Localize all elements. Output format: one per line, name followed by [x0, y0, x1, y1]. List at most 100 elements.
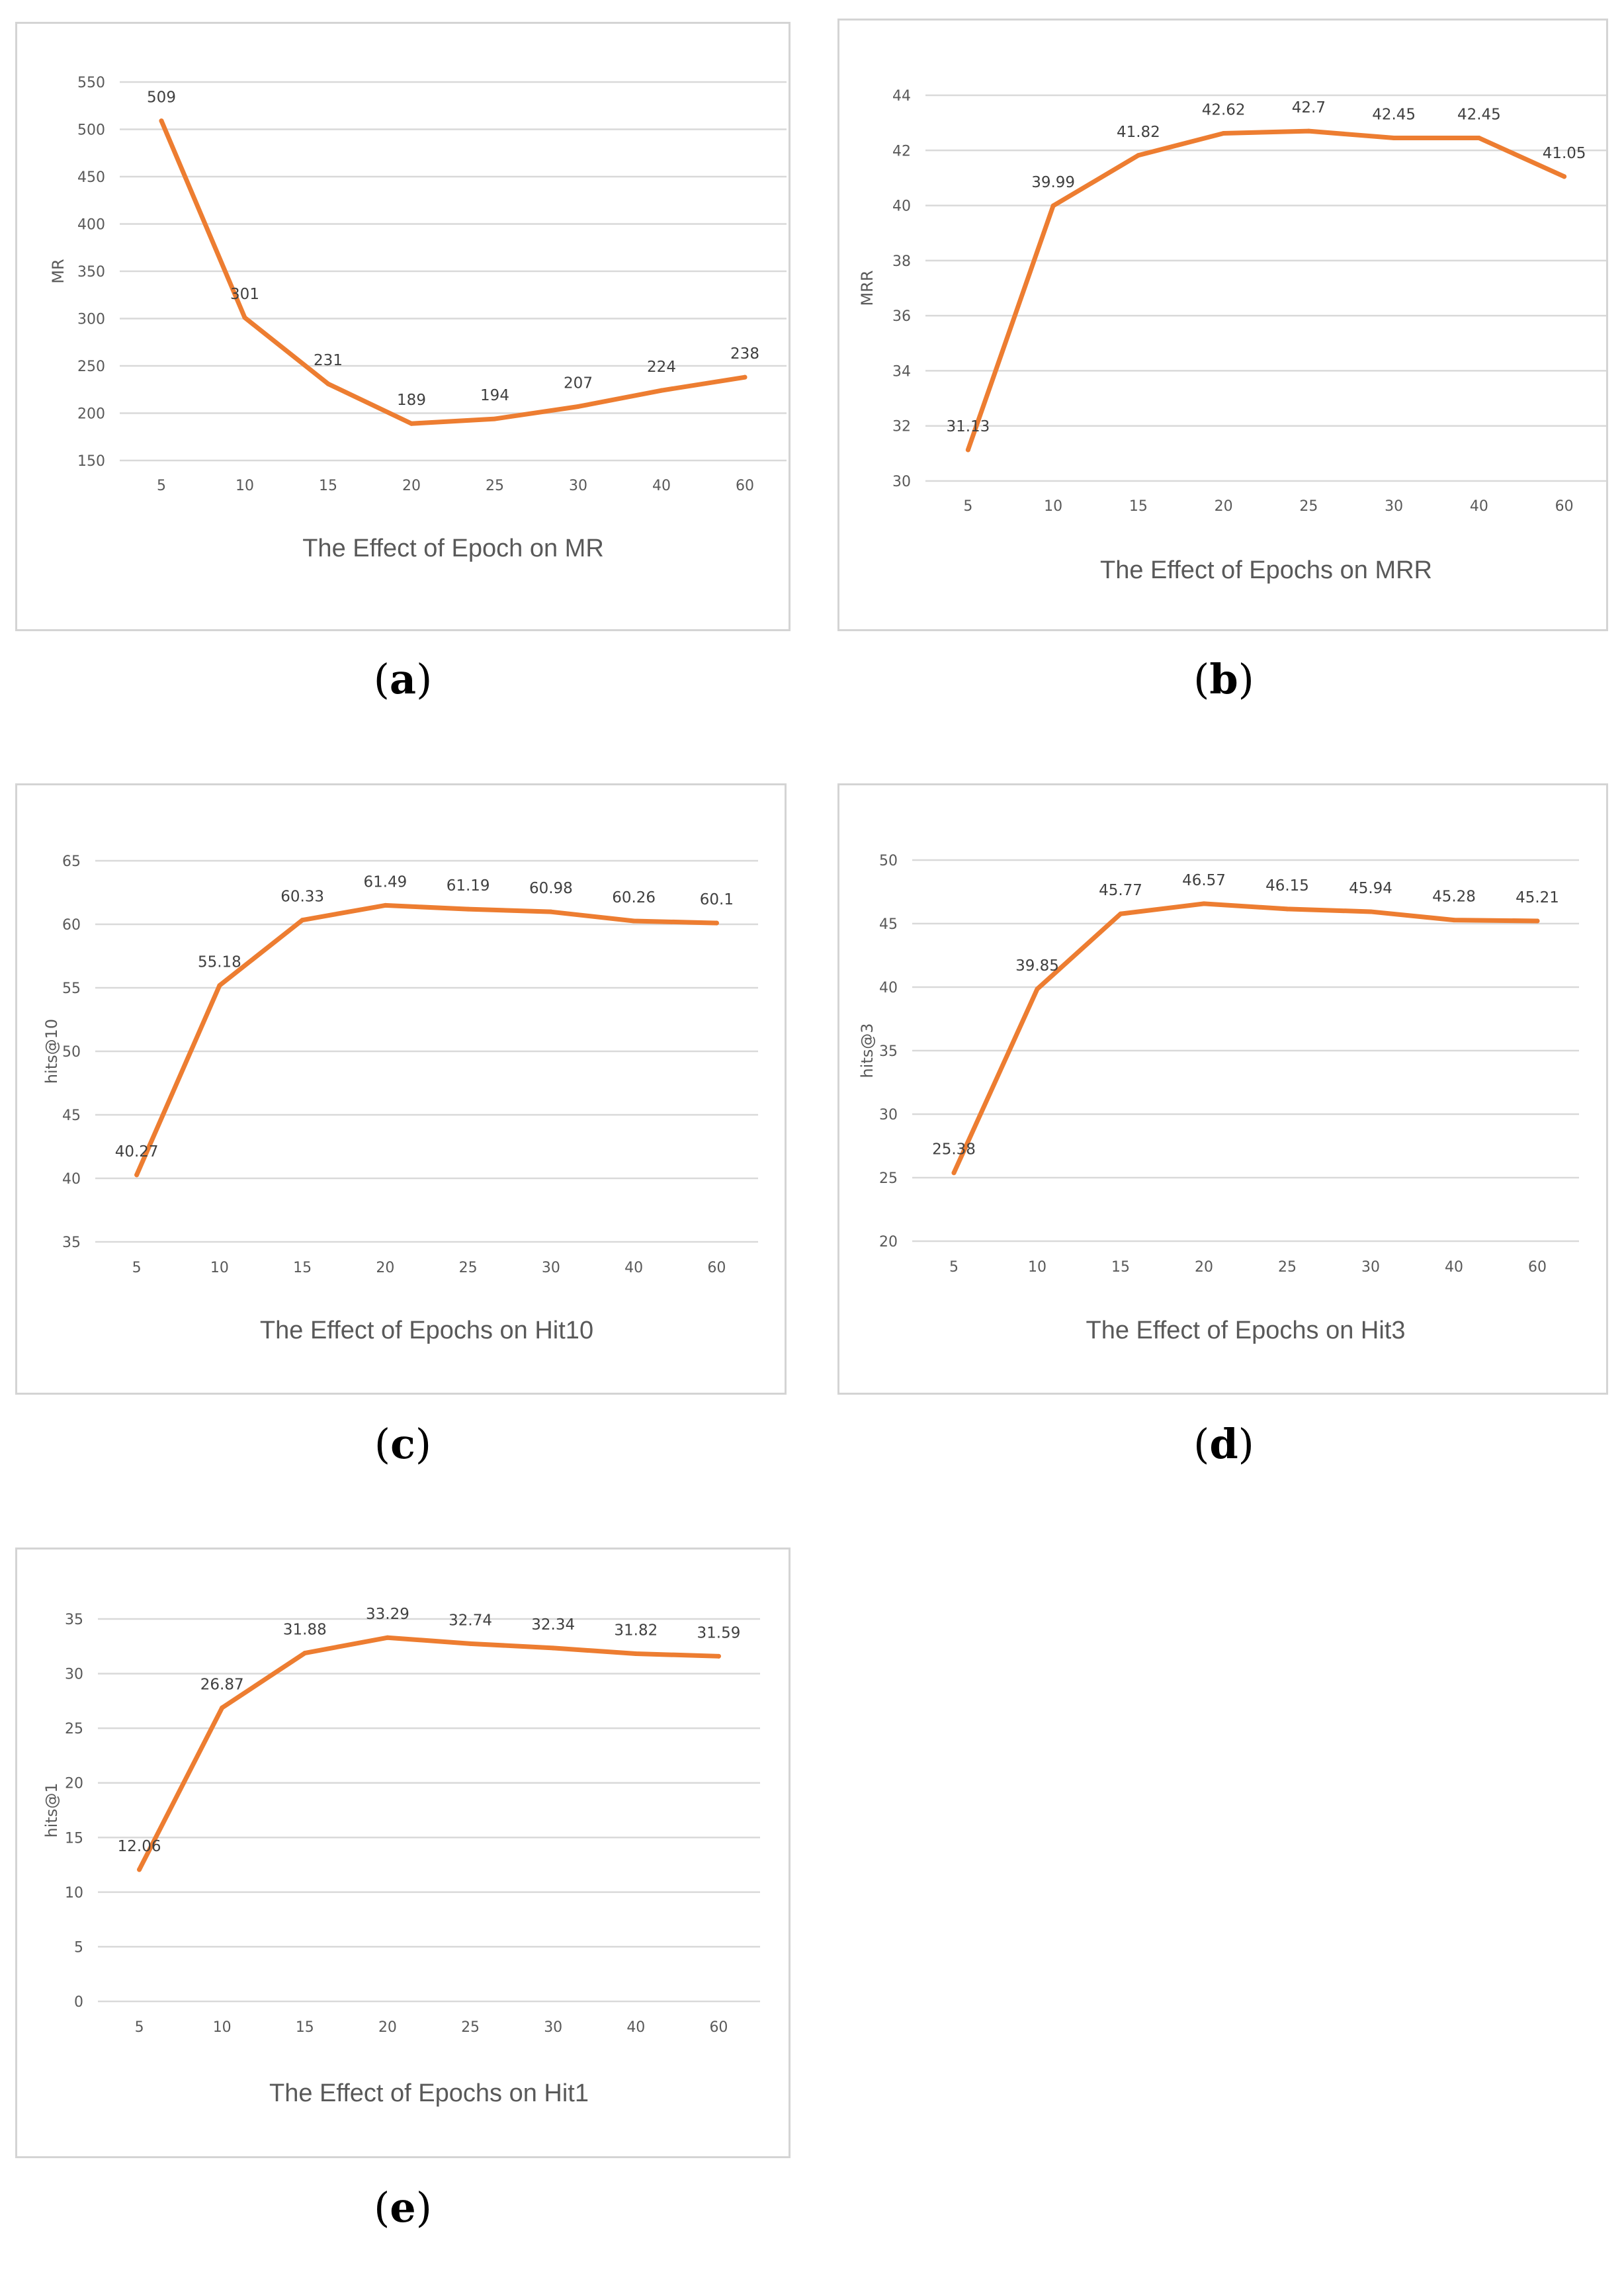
- data-label: 45.28: [1432, 889, 1476, 906]
- y-tick-label: 40: [879, 980, 898, 996]
- y-tick-label: 150: [77, 453, 105, 470]
- caption-a: (a): [373, 655, 433, 703]
- data-point: [633, 1651, 638, 1657]
- y-tick-label: 450: [77, 169, 105, 186]
- caption-letter-e: e: [390, 2183, 416, 2232]
- data-point: [550, 1645, 556, 1651]
- y-axis-label: MR: [49, 259, 67, 283]
- data-label: 194: [480, 387, 509, 404]
- x-tick-label: 40: [652, 478, 671, 494]
- data-label: 61.49: [363, 873, 407, 891]
- caption-d: (d): [1193, 1420, 1254, 1468]
- data-point: [1285, 906, 1290, 912]
- data-point: [716, 1653, 721, 1659]
- data-point: [659, 388, 664, 393]
- x-tick-label: 15: [293, 1260, 312, 1276]
- y-tick-label: 45: [879, 916, 898, 933]
- data-point: [382, 902, 388, 908]
- chart-panel-d: 20 25 30 35 40 45 50 5 10 15 20 25 30 40 60 hits@3 25.38…: [837, 783, 1608, 1395]
- y-tick-label: 38: [892, 253, 911, 270]
- chart-title: The Effect of Epochs on Hit1: [269, 2079, 589, 2107]
- data-label: 42.45: [1372, 107, 1416, 124]
- caption-letter-d: d: [1209, 1420, 1238, 1468]
- data-label: 45.94: [1349, 880, 1392, 897]
- x-tick-label: 25: [486, 478, 504, 494]
- y-axis-label: hits@10: [42, 1019, 61, 1084]
- caption-b: (b): [1193, 655, 1254, 703]
- x-tick-label: 25: [459, 1260, 478, 1276]
- y-tick-label: 30: [65, 1667, 83, 1683]
- x-tick-label: 30: [1361, 1259, 1380, 1276]
- data-point: [492, 416, 497, 421]
- chart-panel-e: 0 5 10 15 20 25 30 35 5 10 15 20 25 30 40 60 hits@1 12.06…: [15, 1548, 791, 2158]
- y-tick-label: 45: [62, 1108, 81, 1124]
- data-label: 33.29: [366, 1606, 409, 1623]
- x-tick-label: 40: [1470, 498, 1488, 515]
- data-point: [1451, 918, 1457, 923]
- data-point: [631, 918, 636, 924]
- data-point: [1118, 911, 1123, 916]
- y-tick-label: 200: [77, 406, 105, 423]
- data-label: 46.15: [1265, 877, 1309, 895]
- chart-title: The Effect of Epoch on MR: [302, 535, 604, 562]
- y-tick-label: 20: [65, 1776, 83, 1792]
- data-label: 12.06: [118, 1838, 161, 1855]
- y-tick-label: 350: [77, 264, 105, 281]
- x-tick-label: 15: [296, 2019, 314, 2036]
- x-tick-label: 20: [1195, 1259, 1213, 1276]
- data-point: [137, 1867, 142, 1872]
- y-tick-label: 44: [892, 88, 911, 105]
- y-tick-label: 10: [65, 1885, 83, 1901]
- x-tick-label: 15: [1129, 498, 1148, 515]
- data-label: 32.34: [531, 1616, 575, 1634]
- data-label: 25.38: [932, 1141, 976, 1158]
- chart-svg-c: 35 40 45 50 55 60 65 5 10 15 20 25 30 40 60 hits@10 40.2…: [42, 853, 758, 1344]
- data-point: [1050, 203, 1056, 208]
- x-tick-label: 15: [1111, 1259, 1130, 1276]
- data-label: 224: [647, 359, 676, 376]
- data-point: [742, 374, 748, 380]
- y-tick-label: 60: [62, 917, 81, 934]
- chart-title: The Effect of Epochs on Hit3: [1086, 1317, 1405, 1344]
- x-tick-label: 60: [707, 1260, 726, 1276]
- x-tick-label: 40: [1445, 1259, 1463, 1276]
- data-point: [714, 920, 719, 926]
- y-tick-label: 50: [879, 853, 898, 869]
- x-tick-label: 30: [544, 2019, 562, 2036]
- data-label: 42.7: [1292, 99, 1326, 116]
- data-label: 41.05: [1543, 145, 1586, 162]
- chart-panel-a: 150 200 250 300 350 400 450 500 550 5 10 15 20 25 30 40…: [15, 22, 791, 631]
- y-tick-label: 32: [892, 419, 911, 435]
- y-tick-label: 42: [892, 143, 911, 159]
- data-label: 509: [147, 89, 176, 107]
- caption-letter-c: c: [390, 1420, 415, 1468]
- y-tick-label: 55: [62, 981, 81, 997]
- x-tick-label: 20: [376, 1260, 394, 1276]
- data-label: 207: [564, 374, 593, 392]
- x-tick-label: 60: [1555, 498, 1574, 515]
- data-point: [1035, 986, 1040, 992]
- data-point: [1136, 153, 1141, 158]
- data-label: 60.26: [612, 889, 656, 906]
- x-tick-label: 20: [402, 478, 421, 494]
- x-tick-label: 40: [626, 2019, 645, 2036]
- data-label: 189: [397, 392, 426, 409]
- data-point: [159, 118, 164, 124]
- series-line: [951, 901, 1540, 1176]
- data-point: [965, 447, 970, 453]
- y-axis-label: hits@3: [858, 1023, 876, 1078]
- data-point: [468, 1641, 473, 1646]
- chart-title: The Effect of Epochs on MRR: [1100, 556, 1432, 584]
- data-point: [325, 381, 331, 386]
- data-point: [385, 1635, 390, 1640]
- data-point: [217, 983, 222, 988]
- y-axis-label: MRR: [858, 270, 876, 306]
- data-label: 31.82: [614, 1622, 658, 1639]
- data-point: [1391, 136, 1396, 141]
- data-label: 60.1: [700, 891, 734, 908]
- data-label: 32.74: [449, 1612, 492, 1629]
- y-tick-label: 300: [77, 312, 105, 328]
- data-point: [1306, 128, 1311, 134]
- chart-panel-c: 35 40 45 50 55 60 65 5 10 15 20 25 30 40 60 hits@10 40.2…: [15, 783, 787, 1395]
- x-tick-label: 30: [1385, 498, 1403, 515]
